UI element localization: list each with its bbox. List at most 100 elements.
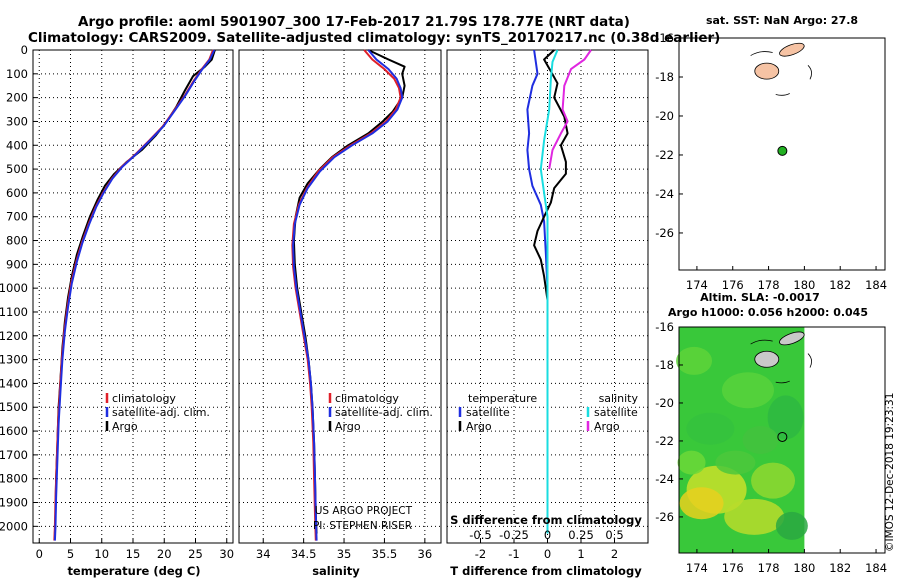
- sla-map-float-marker: [777, 431, 788, 442]
- temperature-ytick-label: 0: [21, 43, 28, 57]
- project-credit: US ARGO PROJECT: [315, 505, 413, 517]
- temperature-ytick-label: 1100: [0, 305, 28, 319]
- sla-map-anomaly-patch: [721, 372, 774, 409]
- difference-secondary-xtick-label: -0.25: [499, 528, 529, 542]
- salinity-legend-label: climatology: [335, 392, 399, 405]
- figure-title-line2: Climatology: CARS2009. Satellite-adjuste…: [28, 30, 720, 46]
- temperature-xtick-label: 10: [94, 547, 109, 561]
- figure-title-line1: Argo profile: aoml 5901907_300 17-Feb-20…: [78, 14, 630, 30]
- sla-map-island-vanua-levu: [779, 331, 805, 346]
- difference-legend-left-title: temperature: [468, 392, 537, 405]
- temperature-ytick-label: 1800: [0, 472, 28, 486]
- sst-map-ytick-label: -16: [655, 31, 674, 45]
- sla-map-anomaly-patch: [679, 487, 724, 520]
- temperature-profile-panel: 0 5 10 15 20 25 300100200300400500600700800900…: [0, 43, 234, 561]
- temperature-series-climatology: [53, 49, 214, 541]
- salinity-xtick-label: 36: [418, 547, 433, 561]
- difference-secondary-xlabel: S difference from climatology: [450, 513, 642, 527]
- sla-map-ytick-label: -26: [655, 510, 674, 524]
- difference-xtick-label: -2: [475, 547, 486, 561]
- temperature-ytick-label: 700: [6, 210, 28, 224]
- sst-map-ytick-label: -24: [655, 187, 674, 201]
- temperature-ytick-label: 1500: [0, 400, 28, 414]
- temperature-series-satellite-adj-clim-: [53, 49, 216, 541]
- temperature-xtick-label: 0: [36, 547, 43, 561]
- temperature-ytick-label: 400: [6, 138, 28, 152]
- salinity-profile-panel: 34 34.5 35 35.5 36 climatologysatellite-adj. …: [238, 49, 442, 561]
- sla-map-xtick-label: 174: [686, 561, 708, 575]
- difference-legend-left-label: Argo: [466, 420, 492, 433]
- sla-map-xtick-label: 178: [758, 561, 780, 575]
- sst-map-frame: [678, 37, 886, 271]
- sla-map-ytick-label: -20: [655, 396, 674, 410]
- temperature-xtick-label: 20: [157, 547, 172, 561]
- temperature-xtick-label: 25: [188, 547, 203, 561]
- difference-secondary-xtick-label: 0: [544, 528, 551, 542]
- sla-map-anomaly-patch: [742, 426, 779, 454]
- temperature-ytick-label: 600: [6, 186, 28, 200]
- salinity-series-argo: [292, 49, 406, 534]
- temperature-ytick-label: 1400: [0, 376, 28, 390]
- temperature-ytick-label: 2000: [0, 519, 28, 533]
- difference-legend-right-label: Argo: [594, 420, 620, 433]
- difference-xtick-label: 1: [577, 547, 584, 561]
- sla-map-ytick-label: -18: [655, 358, 674, 372]
- difference-secondary-xtick-label: 0.25: [568, 528, 594, 542]
- difference-series-s-argo: [548, 49, 592, 170]
- salinity-legend-label: Argo: [335, 420, 361, 433]
- temperature-xtick-label: 15: [126, 547, 141, 561]
- difference-xlabel: T difference from climatology: [450, 564, 642, 578]
- sla-map-frame: [678, 326, 886, 554]
- temperature-ytick-label: 1000: [0, 281, 28, 295]
- salinity-xtick-label: 35: [337, 547, 352, 561]
- sla-map-ytick-label: -16: [655, 320, 674, 334]
- temperature-ytick-label: 1300: [0, 353, 28, 367]
- sst-map-title: sat. SST: NaN Argo: 27.8: [706, 14, 858, 27]
- difference-series-t-argo: [533, 49, 569, 534]
- difference-xtick-label: 2: [611, 547, 618, 561]
- salinity-xtick-label: 34.5: [291, 547, 317, 561]
- temperature-legend-label: Argo: [112, 420, 138, 433]
- temperature-xlabel: temperature (deg C): [67, 564, 200, 578]
- temperature-legend-label: satellite-adj. clim.: [112, 406, 210, 419]
- temperature-ytick-label: 500: [6, 162, 28, 176]
- sla-map-panel: 174 176 178 180 182 184 -16 -18 -20 -22 -24 -26: [655, 320, 887, 575]
- temperature-ytick-label: 200: [6, 91, 28, 105]
- difference-xtick-label: 0: [544, 547, 551, 561]
- temperature-ytick-label: 1600: [0, 424, 28, 438]
- sst-map-reef-outline: [750, 51, 812, 96]
- temperature-ytick-label: 100: [6, 67, 28, 81]
- sst-map-xtick-label: 182: [829, 278, 851, 292]
- sla-map-island-viti-levu: [754, 350, 780, 368]
- temperature-xtick-label: 30: [219, 547, 234, 561]
- salinity-xlabel: salinity: [312, 564, 360, 578]
- salinity-xtick-label: 34: [256, 547, 271, 561]
- salinity-xtick-label: 35.5: [372, 547, 398, 561]
- temperature-series-argo: [53, 49, 216, 534]
- difference-legend-left-label: satellite: [466, 406, 510, 419]
- difference-secondary-xtick-label: -0.5: [469, 528, 491, 542]
- temperature-ytick-label: 1700: [0, 448, 28, 462]
- sla-map-xtick-label: 184: [865, 561, 887, 575]
- temperature-xtick-label: 5: [67, 547, 74, 561]
- sst-map-ytick-label: -20: [655, 109, 674, 123]
- sla-map-ytick-label: -22: [655, 434, 674, 448]
- sla-map-anomaly-patch: [724, 498, 785, 535]
- temperature-ytick-label: 900: [6, 257, 28, 271]
- sla-map-anomaly-patch: [686, 412, 735, 445]
- pi-credit: PI: STEPHEN RISER: [313, 520, 412, 532]
- temperature-ytick-label: 1200: [0, 329, 28, 343]
- temperature-legend-label: climatology: [112, 392, 176, 405]
- sla-map-ytick-label: -24: [655, 472, 674, 486]
- sla-map-anomaly-patch: [751, 462, 796, 499]
- sla-map-anomaly-patch: [676, 346, 713, 375]
- sla-map-xtick-label: 176: [722, 561, 744, 575]
- imos-stamp: ©IMOS 12-Dec-2018 19:23:31: [884, 393, 896, 552]
- temperature-ytick-label: 800: [6, 234, 28, 248]
- sla-map-anomaly-patch: [767, 395, 804, 440]
- sst-map-xtick-label: 184: [865, 278, 887, 292]
- temperature-frame: [32, 49, 234, 544]
- sst-map-ytick-label: -22: [655, 148, 674, 162]
